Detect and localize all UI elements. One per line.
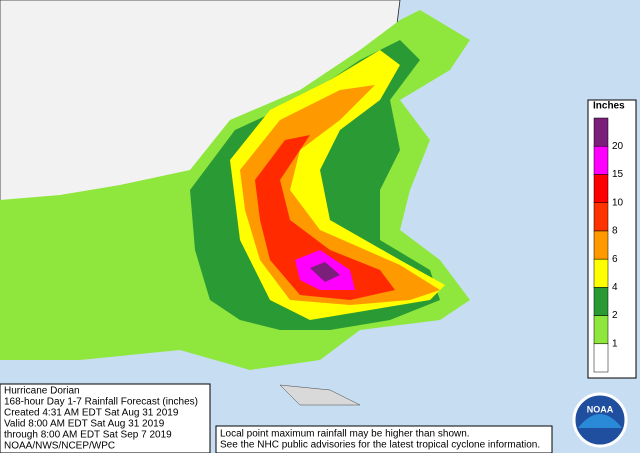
legend-label: 15 bbox=[612, 169, 624, 180]
legend-swatch bbox=[593, 230, 609, 260]
note-line: Local point maximum rainfall may be high… bbox=[220, 429, 470, 440]
note-line: See the NHC public advisories for the la… bbox=[220, 440, 540, 451]
legend-label: 20 bbox=[612, 141, 624, 152]
legend-label: 6 bbox=[612, 254, 618, 265]
legend-label: 10 bbox=[612, 197, 624, 208]
legend-label: 1 bbox=[612, 338, 618, 349]
legend-label: 2 bbox=[612, 310, 618, 321]
legend-label: 8 bbox=[612, 226, 618, 237]
info-line: Created 4:31 AM EDT Sat Aug 31 2019 bbox=[4, 408, 179, 419]
legend-swatch bbox=[593, 174, 609, 203]
info-line: NOAA/NWS/NCEP/WPC bbox=[4, 441, 115, 452]
legend-swatch bbox=[593, 315, 609, 345]
legend-swatch bbox=[593, 343, 609, 373]
rain-area bbox=[255, 135, 395, 300]
legend-title: Inches bbox=[593, 101, 625, 112]
legend-swatch bbox=[593, 287, 609, 316]
notes-box bbox=[215, 425, 553, 453]
rain-area bbox=[310, 262, 340, 282]
legend-swatch bbox=[593, 258, 609, 288]
logo-wave bbox=[578, 414, 622, 428]
legend-swatch bbox=[593, 117, 609, 147]
info-line: through 8:00 AM EDT Sat Sep 7 2019 bbox=[4, 430, 172, 441]
legend-swatch bbox=[593, 202, 609, 232]
legend-swatch bbox=[593, 145, 609, 175]
legend-label: 4 bbox=[612, 282, 618, 293]
info-line: Valid 8:00 AM EDT Sat Aug 31 2019 bbox=[4, 419, 165, 430]
info-line: 168-hour Day 1-7 Rainfall Forecast (inch… bbox=[4, 397, 198, 408]
island bbox=[279, 384, 361, 406]
info-line: Hurricane Dorian bbox=[4, 386, 80, 397]
info-box bbox=[0, 383, 211, 453]
logo-text: NOAA bbox=[587, 404, 614, 414]
